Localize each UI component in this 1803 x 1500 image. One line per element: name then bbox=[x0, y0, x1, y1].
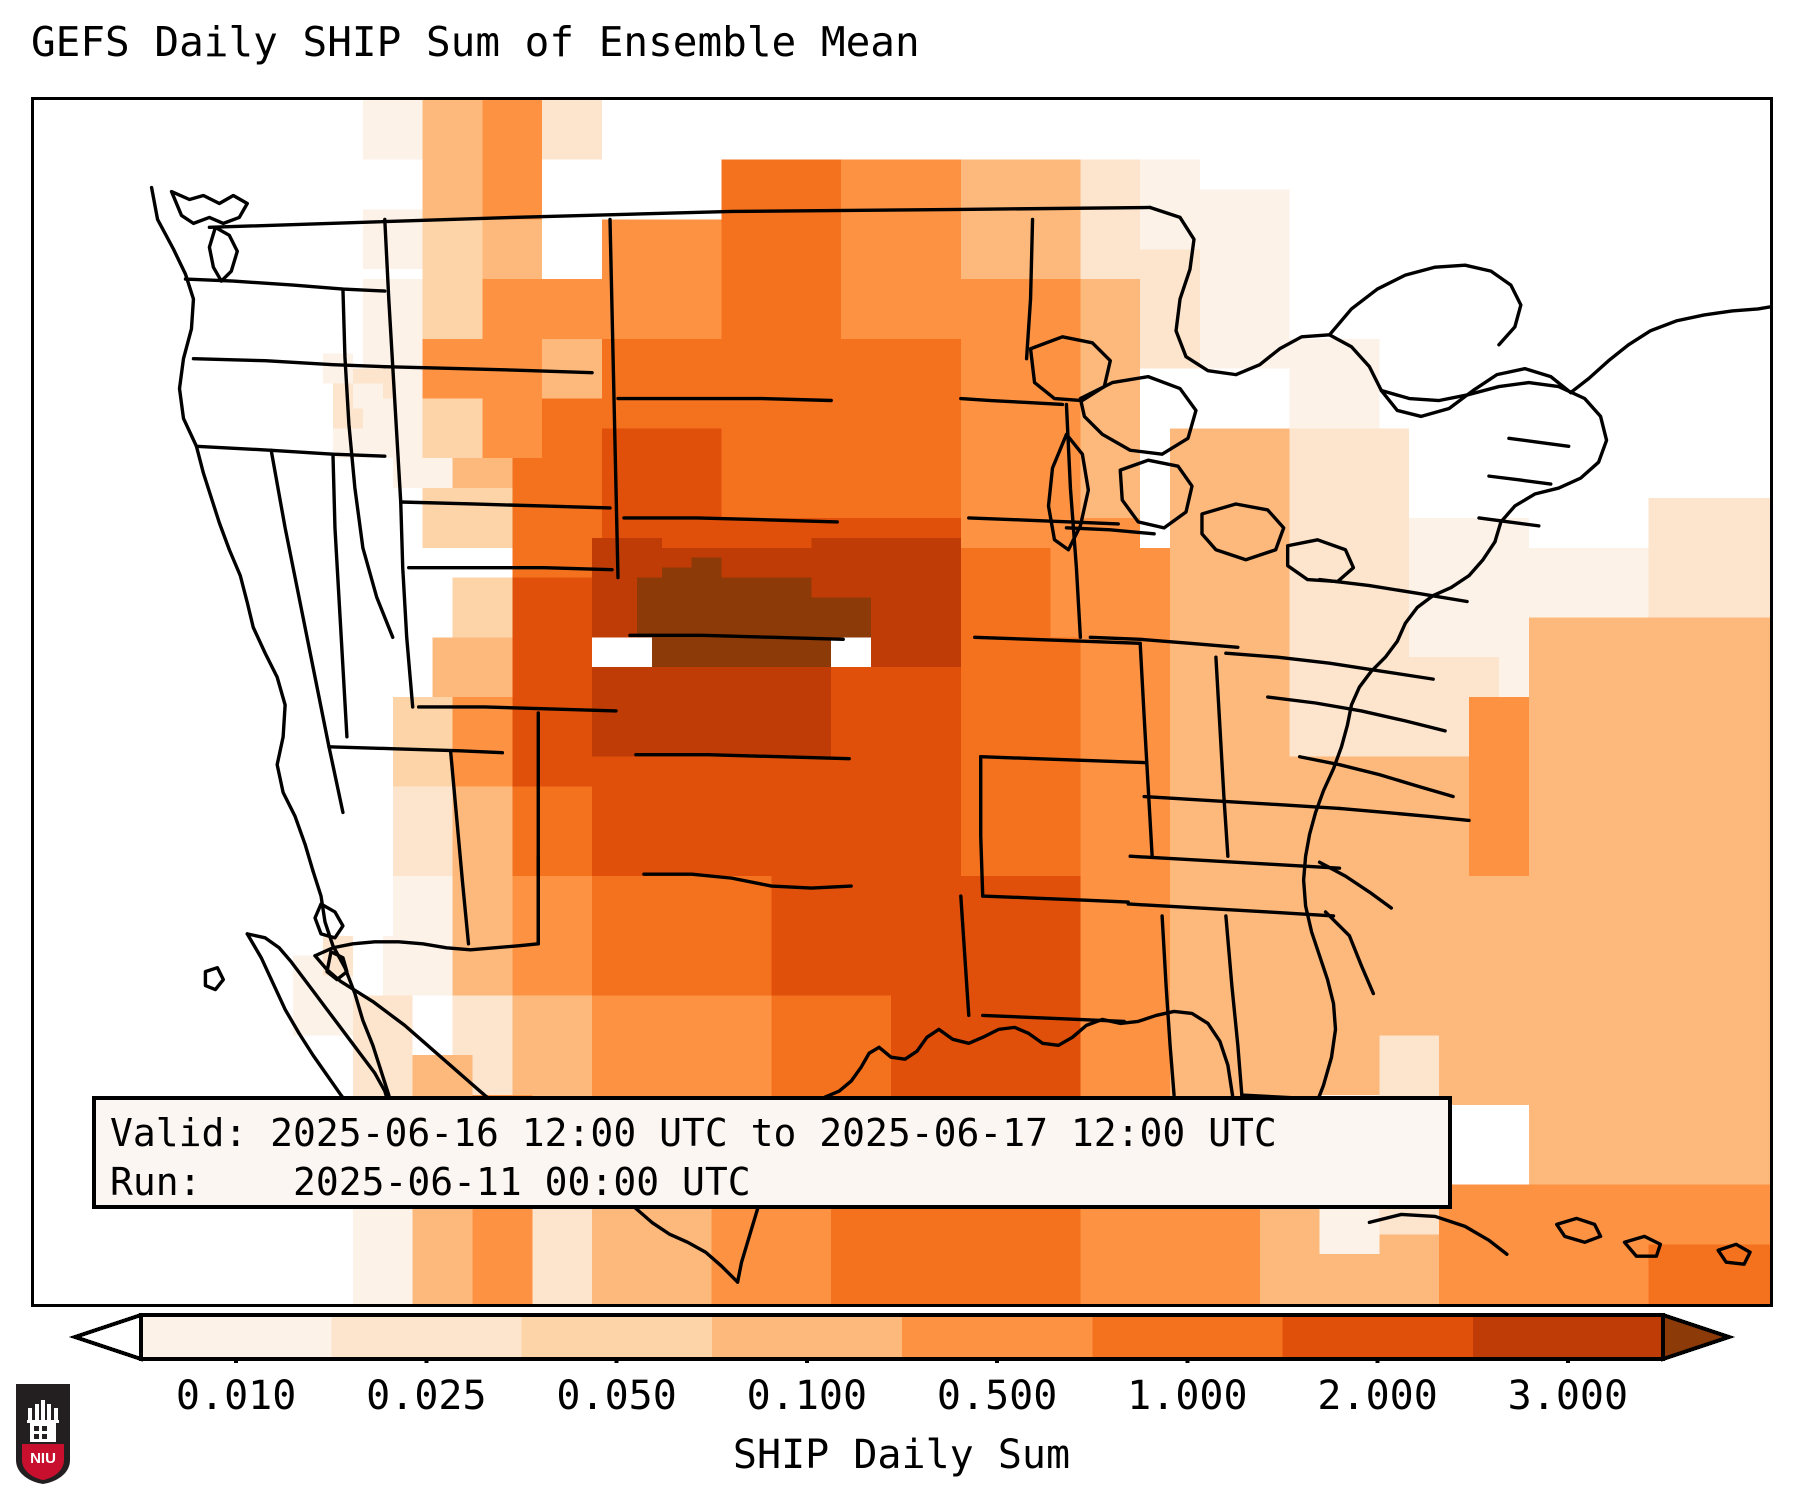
colorbar-band bbox=[521, 1315, 713, 1359]
colorbar-tick-label: 3.000 bbox=[1507, 1373, 1629, 1419]
colorbar[interactable] bbox=[31, 1313, 1773, 1363]
colorbar-svg[interactable] bbox=[31, 1313, 1773, 1363]
niu-logo: NIU bbox=[16, 1384, 70, 1484]
colorbar-band bbox=[331, 1315, 523, 1359]
run-time-line: Run: 2025-06-11 00:00 UTC bbox=[110, 1160, 751, 1204]
colorbar-bands bbox=[141, 1315, 1664, 1359]
logo-text: NIU bbox=[30, 1450, 56, 1467]
valid-time-line: Valid: 2025-06-16 12:00 UTC to 2025-06-1… bbox=[110, 1111, 1277, 1155]
colorbar-tick-label: 2.000 bbox=[1317, 1373, 1438, 1419]
page-title: GEFS Daily SHIP Sum of Ensemble Mean bbox=[31, 18, 920, 66]
colorbar-band bbox=[902, 1315, 1093, 1359]
colorbar-tick-label: 1.000 bbox=[1127, 1373, 1248, 1419]
logo-red-band bbox=[22, 1444, 64, 1480]
colorbar-tick-label: 0.050 bbox=[556, 1373, 677, 1419]
colorbar-band bbox=[1472, 1315, 1664, 1359]
colorbar-tick-label: 0.100 bbox=[746, 1373, 868, 1419]
colorbar-over-arrow bbox=[1661, 1313, 1736, 1362]
forecast-info-box: Valid: 2025-06-16 12:00 UTC to 2025-06-1… bbox=[92, 1096, 1452, 1209]
colorbar-axis-label: SHIP Daily Sum bbox=[732, 1432, 1071, 1478]
colorbar-band bbox=[1282, 1315, 1474, 1359]
colorbar-band bbox=[711, 1315, 903, 1359]
logo-tower-windows bbox=[34, 1426, 47, 1439]
colorbar-tick-label: 0.010 bbox=[175, 1373, 297, 1419]
colorbar-under-arrow bbox=[68, 1313, 143, 1362]
colorbar-tick-labels: 0.010 0.025 0.050 0.100 0.500 1.000 2.000 3.000 bbox=[0, 1374, 1803, 1420]
ship-heatmap-svg bbox=[34, 100, 1770, 1304]
map-panel: Valid: 2025-06-16 12:00 UTC to 2025-06-1… bbox=[31, 97, 1773, 1307]
colorbar-tick-label: 0.025 bbox=[366, 1373, 487, 1419]
colorbar-band bbox=[141, 1315, 332, 1359]
colorbar-outline bbox=[139, 1313, 1665, 1361]
colorbar-band bbox=[1092, 1315, 1284, 1359]
colorbar-tick-label: 0.500 bbox=[936, 1373, 1058, 1419]
